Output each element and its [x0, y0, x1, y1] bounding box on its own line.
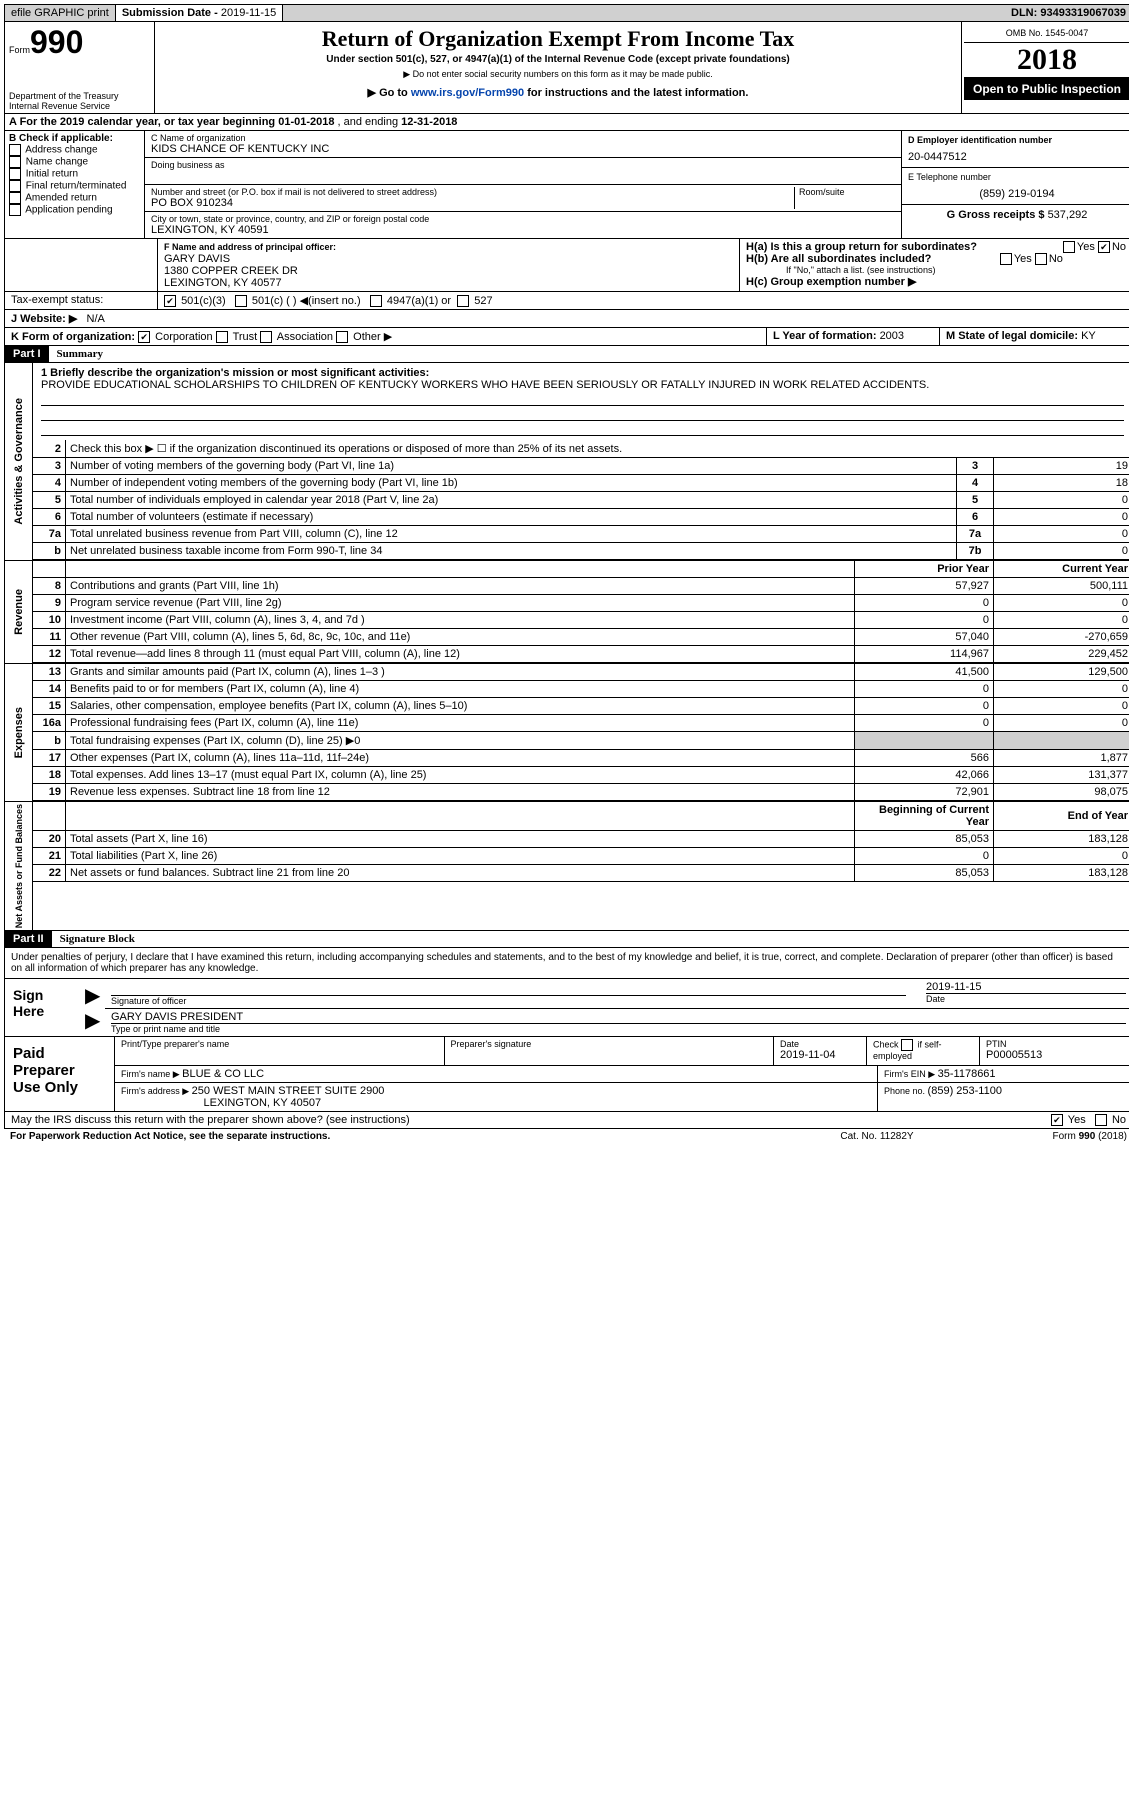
entity-block: B Check if applicable: Address change Na…	[4, 131, 1129, 239]
section-b: B Check if applicable: Address change Na…	[5, 131, 145, 238]
gross-receipts: 537,292	[1048, 209, 1088, 221]
discuss-no[interactable]	[1095, 1114, 1107, 1126]
declaration: Under penalties of perjury, I declare th…	[4, 948, 1129, 979]
bottom-line: For Paperwork Reduction Act Notice, see …	[4, 1129, 1129, 1144]
arrow-icon: ▶▶	[85, 979, 105, 1036]
section-i: Tax-exempt status: 501(c)(3) 501(c) ( ) …	[4, 292, 1129, 310]
i-527[interactable]	[457, 295, 469, 307]
side-gov: Activities & Governance	[11, 396, 27, 527]
part1-header: Part I Summary	[4, 346, 1129, 363]
section-klm: K Form of organization: Corporation Trus…	[4, 328, 1129, 346]
part2-header: Part II Signature Block	[4, 931, 1129, 948]
section-f: F Name and address of principal officer:…	[158, 239, 740, 291]
mission-text: PROVIDE EDUCATIONAL SCHOLARSHIPS TO CHIL…	[41, 379, 929, 391]
ein: 20-0447512	[908, 151, 1126, 163]
section-c: C Name of organization KIDS CHANCE OF KE…	[145, 131, 902, 238]
checkbox-amended[interactable]	[9, 192, 21, 204]
self-employed-checkbox[interactable]	[901, 1039, 913, 1051]
checkbox-initial[interactable]	[9, 168, 21, 180]
side-net: Net Assets or Fund Balances	[12, 802, 26, 930]
checkbox-final[interactable]	[9, 180, 21, 192]
discuss-yes[interactable]	[1051, 1114, 1063, 1126]
open-public: Open to Public Inspection	[964, 78, 1129, 100]
ha-yes[interactable]	[1063, 241, 1075, 253]
i-501c3[interactable]	[164, 295, 176, 307]
org-name: KIDS CHANCE OF KENTUCKY INC	[151, 143, 895, 155]
discuss-row: May the IRS discuss this return with the…	[4, 1112, 1129, 1129]
side-rev: Revenue	[11, 587, 27, 637]
form-subtitle: Under section 501(c), 527, or 4947(a)(1)…	[159, 54, 957, 65]
i-501c[interactable]	[235, 295, 247, 307]
form-word: Form	[9, 45, 30, 55]
section-a: A For the 2019 calendar year, or tax yea…	[4, 114, 1129, 131]
dept-treasury: Department of the Treasury Internal Reve…	[9, 91, 150, 111]
phone: (859) 219-0194	[908, 188, 1126, 200]
hb-yes[interactable]	[1000, 253, 1012, 265]
tax-year: 2018	[964, 43, 1129, 78]
part1-body: Activities & Governance 1 Briefly descri…	[4, 363, 1129, 931]
side-exp: Expenses	[11, 705, 27, 760]
note-ssn: ▶ Do not enter social security numbers o…	[159, 69, 957, 80]
omb-number: OMB No. 1545-0047	[964, 24, 1129, 43]
k-corp[interactable]	[138, 331, 150, 343]
form-number: 990	[30, 24, 83, 60]
exp-table: 13Grants and similar amounts paid (Part …	[33, 664, 1129, 801]
note-link: ▶ Go to www.irs.gov/Form990 for instruct…	[159, 86, 957, 99]
dln: DLN: 93493319067039	[1005, 5, 1129, 21]
section-fh: F Name and address of principal officer:…	[4, 239, 1129, 292]
sign-here: Sign Here ▶▶ Signature of officer 2019-1…	[4, 979, 1129, 1037]
ha-no[interactable]	[1098, 241, 1110, 253]
org-city: LEXINGTON, KY 40591	[151, 224, 895, 236]
gov-table: 2Check this box ▶ ☐ if the organization …	[33, 440, 1129, 560]
checkbox-address[interactable]	[9, 144, 21, 156]
k-assoc[interactable]	[260, 331, 272, 343]
form-title: Return of Organization Exempt From Incom…	[159, 26, 957, 52]
i-4947[interactable]	[370, 295, 382, 307]
net-table: Beginning of Current YearEnd of Year 20T…	[33, 802, 1129, 882]
section-deg: D Employer identification number 20-0447…	[902, 131, 1129, 238]
efile-label: efile GRAPHIC print	[5, 5, 116, 21]
rev-table: Prior YearCurrent Year 8Contributions an…	[33, 561, 1129, 663]
section-j: J Website: ▶ N/A	[4, 310, 1129, 328]
k-trust[interactable]	[216, 331, 228, 343]
checkbox-pending[interactable]	[9, 204, 21, 216]
section-h: H(a) Is this a group return for subordin…	[740, 239, 1129, 291]
org-address: PO BOX 910234	[151, 197, 794, 209]
form990-link[interactable]: www.irs.gov/Form990	[411, 87, 524, 99]
paid-preparer: Paid Preparer Use Only Print/Type prepar…	[4, 1037, 1129, 1112]
checkbox-name[interactable]	[9, 156, 21, 168]
form-header: Form990 Department of the Treasury Inter…	[4, 22, 1129, 114]
k-other[interactable]	[336, 331, 348, 343]
top-bar: efile GRAPHIC print Submission Date - 20…	[4, 4, 1129, 22]
hb-no[interactable]	[1035, 253, 1047, 265]
submission-date: Submission Date - 2019-11-15	[116, 5, 283, 21]
